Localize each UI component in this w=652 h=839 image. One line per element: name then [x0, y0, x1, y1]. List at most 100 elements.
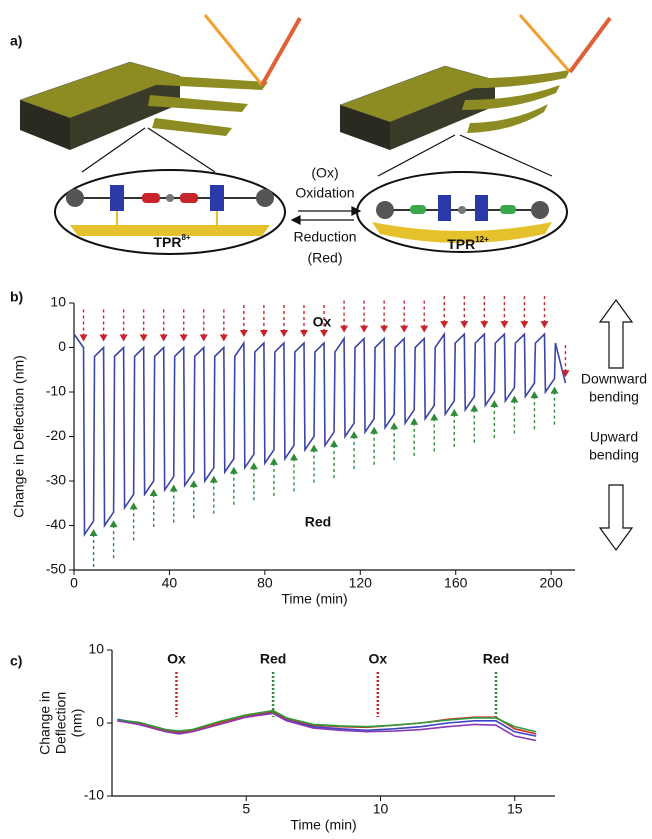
reduction: Reduction — [293, 229, 356, 245]
red-arrow-head — [310, 445, 318, 452]
red-arrow-head — [530, 391, 538, 398]
y-axis-label: (nm) — [69, 709, 85, 738]
ox-abbrev: (Ox) — [311, 165, 338, 181]
ox-arrow-head — [520, 321, 528, 328]
side-label: Downward — [581, 371, 647, 387]
ox-arrow-head — [160, 335, 168, 342]
x-tick-label: 160 — [444, 575, 468, 591]
y-tick-label: 0 — [96, 714, 104, 730]
state-base: TPR — [153, 234, 181, 250]
figure: a) b) c) — [0, 0, 652, 839]
x-tick-label: 15 — [507, 801, 523, 817]
ox-arrow-head — [540, 321, 548, 328]
y-axis-label: Deflection — [53, 692, 69, 754]
x-axis-label: Time (min) — [281, 591, 347, 607]
red-arrow-head — [170, 485, 178, 492]
data-line — [74, 334, 565, 534]
ox-arrow-head — [360, 326, 368, 333]
red-arrow-head — [190, 480, 198, 487]
ox-arrow-head — [240, 330, 248, 337]
ox-arrow-head — [400, 326, 408, 333]
red-arrow-head — [450, 409, 458, 416]
panel-label: b) — [10, 289, 23, 305]
bending-arrows — [600, 300, 632, 550]
side-label: Upward — [590, 429, 638, 445]
ox-arrow-head — [420, 326, 428, 333]
y-tick-label: -10 — [46, 383, 66, 399]
ox-arrow-head — [320, 330, 328, 337]
red-arrow-head — [150, 489, 158, 496]
state-charge: 8+ — [181, 233, 190, 242]
ox-arrow-head — [140, 335, 148, 342]
x-tick-label: 0 — [70, 575, 78, 591]
ox-arrow-head — [80, 335, 88, 342]
red-arrow-head — [210, 476, 218, 483]
red-arrow-head — [470, 404, 478, 411]
red-arrow-head — [370, 427, 378, 434]
red-abbrev: (Red) — [307, 250, 342, 266]
red-arrow-head — [110, 520, 118, 527]
y-tick-label: -40 — [46, 516, 66, 532]
ox-arrow-head — [220, 335, 228, 342]
red-arrow-head — [130, 502, 138, 509]
y-tick-label: 0 — [58, 338, 66, 354]
red-arrow-head — [510, 396, 518, 403]
ox-arrow-head — [280, 330, 288, 337]
y-axis-label: Change in — [37, 691, 53, 755]
red-arrow-head — [230, 467, 238, 474]
panel-label: a) — [10, 33, 22, 49]
ox-arrow-head — [380, 326, 388, 333]
side-label: bending — [589, 389, 639, 405]
event-label: Ox — [167, 651, 186, 667]
state-base: TPR — [447, 236, 475, 252]
y-tick-label: -20 — [46, 427, 66, 443]
x-tick-label: 120 — [349, 575, 373, 591]
ox-arrow-head — [120, 335, 128, 342]
side-label: bending — [589, 447, 639, 463]
panel-label: c) — [10, 653, 22, 669]
red-arrow-head — [490, 400, 498, 407]
y-tick-label: 10 — [88, 641, 104, 657]
ox-arrow-head — [340, 326, 348, 333]
red-label: Red — [305, 514, 331, 530]
event-label: Red — [260, 651, 286, 667]
red-arrow-head — [270, 458, 278, 465]
x-tick-label: 10 — [373, 801, 389, 817]
y-tick-label: 10 — [50, 294, 66, 310]
ox-arrow-head — [260, 330, 268, 337]
ox-arrow-head — [180, 335, 188, 342]
y-tick-label: -10 — [84, 787, 104, 803]
y-axis-label: Change in Deflection (nm) — [11, 355, 27, 518]
state-charge: 12+ — [475, 235, 489, 244]
ox-arrow-head — [480, 321, 488, 328]
red-arrow-head — [390, 422, 398, 429]
event-label: Red — [483, 651, 509, 667]
x-tick-label: 40 — [162, 575, 178, 591]
red-arrow-head — [410, 418, 418, 425]
ox-arrow-head — [100, 335, 108, 342]
red-arrow-head — [330, 440, 338, 447]
ox-arrow-head — [440, 321, 448, 328]
ox-label: Ox — [313, 314, 332, 330]
red-arrow-head — [350, 431, 358, 438]
red-arrow-head — [550, 387, 558, 394]
red-arrow-head — [250, 462, 258, 469]
cantilever-right — [340, 15, 610, 176]
ox-arrow-head — [300, 330, 308, 337]
ox-arrow-head — [460, 321, 468, 328]
oxidation: Oxidation — [295, 185, 354, 201]
y-tick-label: -50 — [46, 561, 66, 577]
equilibrium-arrows — [292, 207, 360, 224]
x-tick-label: 200 — [539, 575, 563, 591]
x-axis-label: Time (min) — [290, 817, 356, 833]
red-arrow-head — [290, 453, 298, 460]
ox-arrow-head — [500, 321, 508, 328]
red-arrow-head — [90, 529, 98, 536]
y-tick-label: -30 — [46, 472, 66, 488]
ox-arrow-head — [200, 335, 208, 342]
x-tick-label: 5 — [242, 801, 250, 817]
x-tick-label: 80 — [257, 575, 273, 591]
red-arrow-head — [430, 413, 438, 420]
event-label: Ox — [368, 651, 387, 667]
cantilever-left — [20, 15, 300, 172]
